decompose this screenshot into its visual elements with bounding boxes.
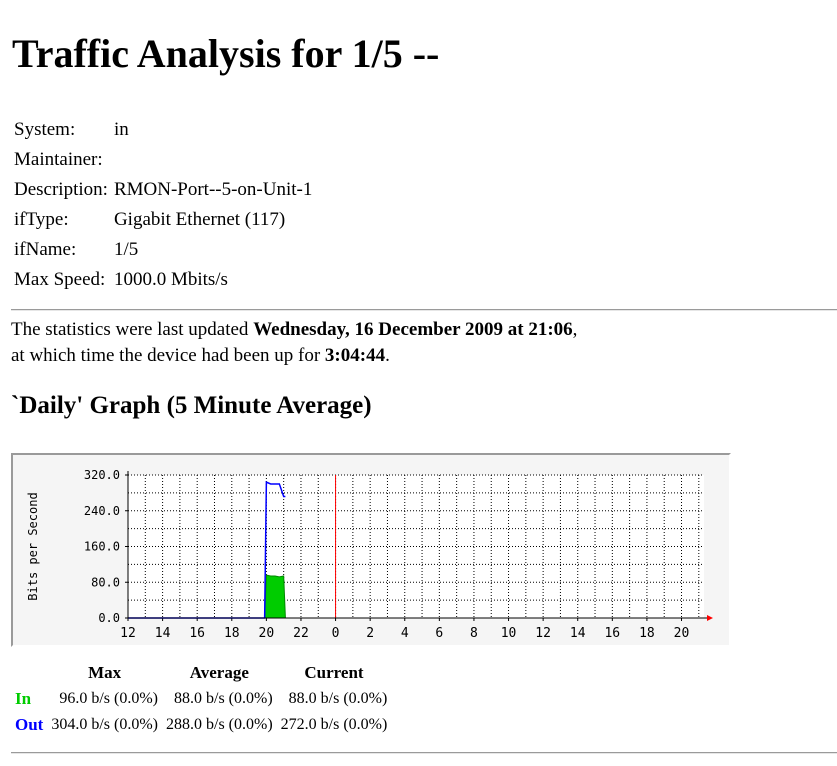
current-time-arrow — [707, 615, 713, 621]
info-value: Gigabit Ethernet (117) — [113, 209, 286, 230]
y-tick-label: 0.0 — [98, 611, 120, 625]
traffic-legend-table: Max Average Current In 96.0 b/s (0.0%) 8… — [11, 660, 391, 738]
legend-row-out: Out 304.0 b/s (0.0%) 288.0 b/s (0.0%) 27… — [11, 712, 391, 738]
info-row-system: System: in — [11, 115, 315, 145]
stats-text: The statistics were last updated Wednesd… — [11, 317, 577, 369]
x-tick-label: 0 — [332, 626, 340, 641]
uptime-value: 3:04:44 — [324, 345, 386, 366]
legend-row-in: In 96.0 b/s (0.0%) 88.0 b/s (0.0%) 88.0 … — [11, 686, 391, 712]
y-tick-label: 160.0 — [84, 540, 120, 554]
in-average-value: 88.0 b/s (0.0%) — [174, 690, 273, 707]
out-current-value: 272.0 b/s (0.0%) — [280, 716, 388, 733]
x-tick-label: 12 — [535, 626, 551, 641]
daily-graph: 0.0 80.0 160.0 240.0 320.0 12 14 16 18 20 22 0 2 4 6 8 1… — [11, 453, 731, 647]
in-max-value: 96.0 b/s (0.0%) — [59, 690, 158, 707]
divider — [11, 752, 837, 754]
x-tick-label: 12 — [120, 626, 136, 641]
info-label: ifType: — [14, 209, 69, 230]
info-row-maintainer: Maintainer: — [11, 145, 315, 175]
y-tick-label: 80.0 — [91, 575, 120, 589]
x-tick-label: 8 — [470, 626, 478, 641]
x-tick-label: 10 — [501, 626, 517, 641]
y-tick-label: 320.0 — [84, 468, 120, 482]
x-tick-label: 20 — [674, 626, 690, 641]
x-tick-label: 6 — [435, 626, 443, 641]
info-value — [111, 145, 315, 175]
info-row-ifname: ifName: 1/5 — [11, 235, 315, 265]
stats-prefix: The statistics were last updated — [11, 319, 254, 340]
x-tick-label: 16 — [604, 626, 620, 641]
x-tick-label: 16 — [189, 626, 205, 641]
legend-label-out: Out — [15, 715, 44, 734]
x-tick-label: 2 — [366, 626, 374, 641]
x-tick-label: 18 — [224, 626, 240, 641]
legend-header-current: Current — [304, 663, 364, 682]
info-label: Maintainer: — [14, 149, 103, 170]
legend-header-average: Average — [189, 663, 249, 682]
x-tick-label: 22 — [293, 626, 309, 641]
divider — [11, 309, 837, 311]
info-label: System: — [14, 119, 76, 140]
legend-header-row: Max Average Current — [11, 660, 391, 686]
legend-header-max: Max — [88, 663, 122, 682]
info-row-description: Description: RMON-Port--5-on-Unit-1 — [11, 175, 315, 205]
legend-corner — [11, 660, 47, 686]
x-tick-label: 4 — [401, 626, 409, 641]
x-tick-label: 14 — [570, 626, 586, 641]
last-updated-value: Wednesday, 16 December 2009 at 21:06 — [253, 319, 573, 340]
out-average-value: 288.0 b/s (0.0%) — [166, 716, 273, 733]
traffic-chart: 0.0 80.0 160.0 240.0 320.0 12 14 16 18 20 22 0 2 4 6 8 1… — [26, 468, 713, 641]
device-info-table: System: in Maintainer: Description: RMON… — [11, 115, 315, 295]
x-tick-label: 14 — [155, 626, 171, 641]
x-tick-label: 18 — [639, 626, 655, 641]
legend-label-in: In — [15, 689, 32, 708]
graph-heading: `Daily' Graph (5 Minute Average) — [11, 392, 372, 419]
stats-comma: , — [572, 319, 578, 340]
out-max-value: 304.0 b/s (0.0%) — [51, 716, 158, 733]
in-current-value: 88.0 b/s (0.0%) — [288, 690, 388, 707]
y-axis-label: Bits per Second — [26, 492, 40, 600]
info-value: 1000.0 Mbits/s — [113, 269, 228, 290]
page-title: Traffic Analysis for 1/5 -- — [12, 31, 440, 76]
info-label: ifName: — [14, 239, 77, 260]
info-value: in — [113, 119, 129, 140]
info-row-max-speed: Max Speed: 1000.0 Mbits/s — [11, 265, 315, 295]
info-value: 1/5 — [113, 239, 139, 260]
info-label: Description: — [14, 179, 108, 200]
x-tick-label: 20 — [259, 626, 275, 641]
info-value: RMON-Port--5-on-Unit-1 — [113, 179, 313, 200]
uptime-suffix: . — [385, 345, 390, 366]
y-tick-label: 240.0 — [84, 504, 120, 518]
info-label: Max Speed: — [14, 269, 106, 290]
uptime-prefix: at which time the device had been up for — [11, 345, 325, 366]
out-traffic-line — [128, 481, 286, 619]
info-row-iftype: ifType: Gigabit Ethernet (117) — [11, 205, 315, 235]
